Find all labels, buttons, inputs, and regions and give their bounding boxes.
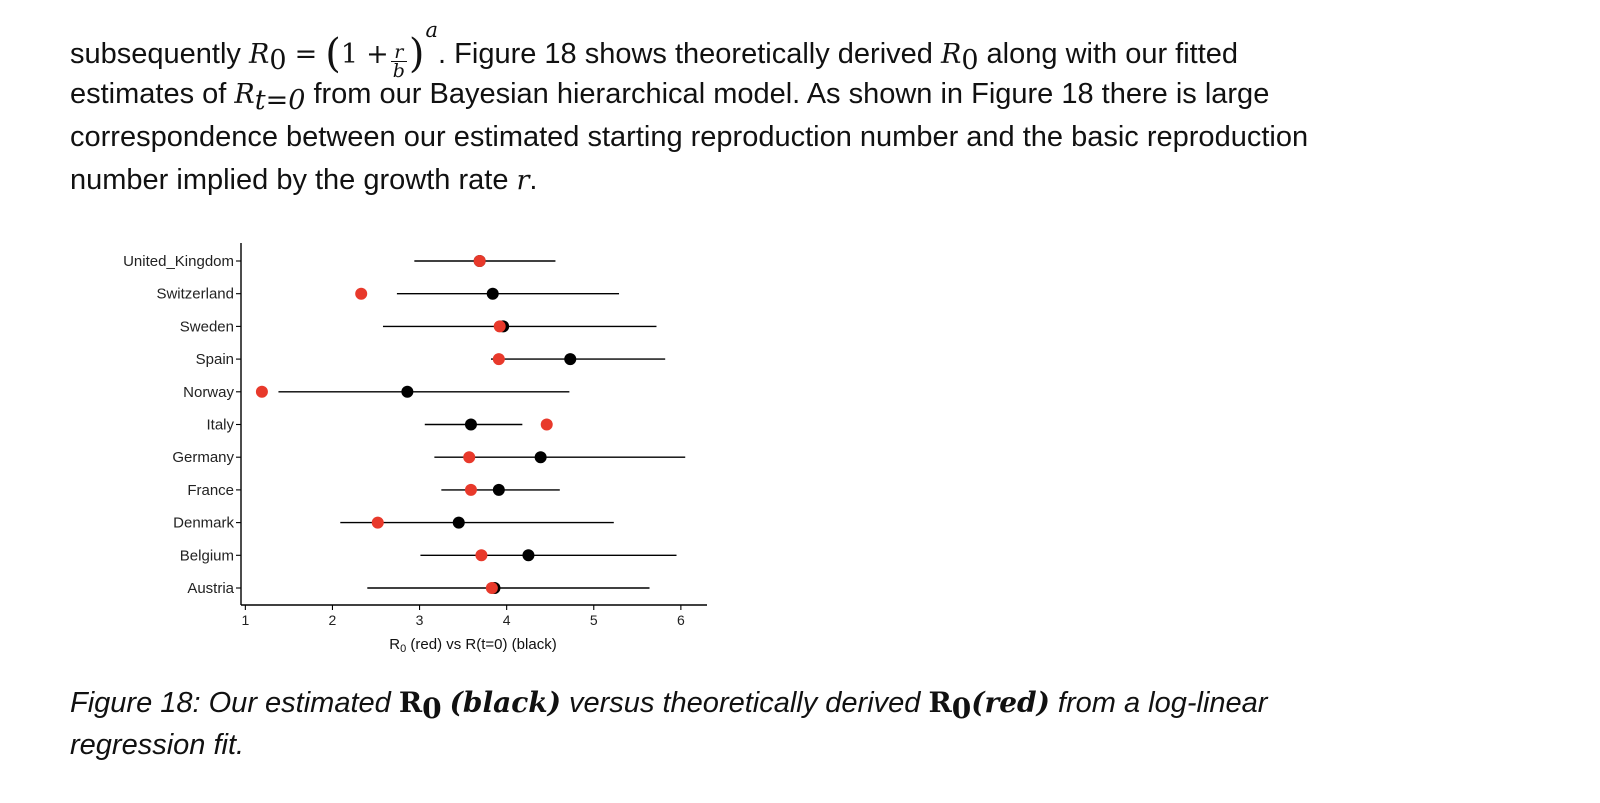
black-point — [464, 418, 477, 431]
frac-denominator: b — [392, 60, 405, 82]
math-sub-t0: t=0 — [254, 85, 306, 116]
red-point — [485, 582, 498, 594]
caption-red: (red) — [971, 686, 1050, 719]
figure-18-chart: 1 2 3 4 5 6 United_Kingdom Switzerland Sweden Spa… — [123, 243, 707, 655]
country-label: Germany — [172, 449, 234, 466]
caption-R: R — [928, 686, 952, 719]
text-number-implied: number implied by the growth rate — [70, 164, 517, 196]
x-axis-label-rest: (red) vs R(t=0) (black) — [406, 636, 556, 653]
country-label: Spain — [196, 351, 234, 368]
country-label: Sweden — [180, 318, 234, 335]
x-tick-label: 2 — [329, 612, 337, 628]
chart-points — [255, 255, 577, 594]
paragraph-line-3: correspondence between our estimated sta… — [70, 121, 1309, 153]
x-tick-label: 6 — [677, 612, 685, 628]
math-sub-0: 0 — [961, 45, 979, 76]
math-R: R — [248, 39, 270, 70]
country-label: France — [187, 482, 234, 499]
black-point — [486, 287, 499, 300]
caption-text-post: from a log-linear — [1049, 687, 1268, 719]
x-tick-label: 5 — [590, 612, 598, 628]
red-point — [475, 549, 488, 562]
red-point — [255, 385, 268, 398]
red-point — [540, 418, 553, 431]
figure-caption: Figure 18: Our estimated R0 (black) vers… — [70, 682, 1530, 766]
caption-line-2: regression fit. — [70, 729, 245, 761]
paragraph-line-4: number implied by the growth rate r. — [70, 159, 1530, 202]
country-label: Austria — [187, 580, 234, 597]
black-point — [452, 516, 465, 529]
body-paragraph: subsequently R0 = (1 + r b)a. Figure 18 sh… — [70, 20, 1530, 202]
text-subsequently: subsequently — [70, 38, 249, 70]
math-lparen: ( — [325, 31, 341, 77]
caption-sub-0: 0 — [951, 692, 972, 725]
red-point — [463, 451, 476, 464]
text-figure-18-shows: . Figure 18 shows theoretically derived — [438, 38, 941, 70]
caption-black: (black) — [449, 686, 561, 719]
caption-line-1: Figure 18: Our estimated R0 (black) vers… — [70, 682, 1530, 724]
x-axis-label: R0 (red) vs R(t=0) (black) — [389, 636, 556, 655]
country-label: Italy — [206, 417, 234, 434]
country-label: United_Kingdom — [123, 253, 234, 270]
red-point — [493, 320, 506, 333]
caption-text-pre: Figure 18: Our estimated — [70, 687, 399, 719]
math-equals: = — [294, 39, 318, 70]
chart-axes — [236, 243, 707, 610]
text-from-our-model: from our Bayesian hierarchical model. As… — [305, 78, 1270, 110]
math-exponent-a: a — [425, 18, 439, 42]
country-label: Denmark — [173, 515, 234, 532]
caption-sub-0: 0 — [422, 692, 442, 725]
text-along-with: along with our fitted — [978, 38, 1239, 70]
country-label: Switzerland — [156, 286, 234, 303]
black-point — [564, 353, 577, 366]
red-point — [464, 483, 477, 496]
red-point — [371, 516, 384, 529]
x-axis-label-sub: 0 — [400, 643, 406, 655]
x-tick-label: 3 — [416, 612, 424, 628]
country-label: Norway — [183, 384, 234, 401]
math-r: r — [516, 165, 530, 196]
frac-numerator: r — [390, 43, 407, 62]
red-point — [473, 255, 486, 267]
country-label: Belgium — [180, 547, 234, 564]
red-point — [355, 287, 368, 300]
math-rparen: ) — [408, 31, 425, 77]
x-tick-label: 1 — [241, 612, 249, 628]
text-estimates-of: estimates of — [70, 78, 235, 110]
paragraph-line-1: subsequently R0 = (1 + r b)a. Figure 18 sh… — [70, 20, 1530, 81]
math-one: 1 — [340, 39, 359, 70]
text-period: . — [529, 164, 538, 196]
black-point — [522, 549, 535, 562]
caption-text-mid: versus theoretically derived — [560, 687, 929, 719]
paragraph-line-2: estimates of Rt=0 from our Bayesian hier… — [70, 73, 1530, 116]
math-sub-0: 0 — [269, 45, 287, 76]
black-point — [401, 385, 414, 398]
math-plus: + — [366, 39, 389, 70]
black-point — [492, 483, 505, 496]
math-R: R — [234, 79, 255, 110]
black-point — [534, 451, 547, 464]
chart-labels: 1 2 3 4 5 6 United_Kingdom Switzerland Sweden Spa… — [123, 253, 685, 628]
caption-R: R — [398, 686, 423, 719]
x-tick-label: 4 — [503, 612, 511, 628]
interval-lines — [278, 260, 686, 589]
red-point — [492, 353, 505, 366]
math-R: R — [940, 39, 962, 70]
x-axis-label-R: R — [389, 636, 400, 653]
